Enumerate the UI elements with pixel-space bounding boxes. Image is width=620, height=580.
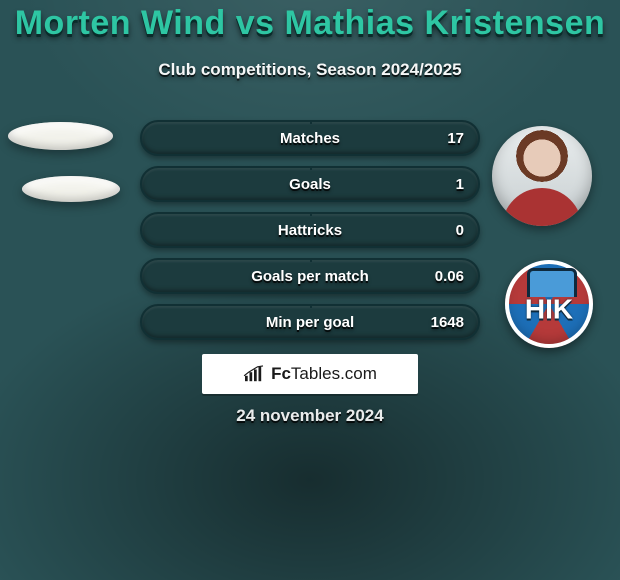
club-crest-letters: HIK	[527, 287, 571, 331]
stat-value-right: 1	[456, 168, 464, 200]
stat-label: Hattricks	[142, 214, 478, 246]
stat-value-right: 1648	[431, 306, 464, 338]
stat-row-matches: Matches 17	[140, 120, 480, 156]
page-title: Morten Wind vs Mathias Kristensen	[0, 4, 620, 43]
site-badge-text: FcTables.com	[271, 364, 377, 384]
stat-label: Min per goal	[142, 306, 478, 338]
bar-chart-icon	[243, 365, 265, 383]
stat-value-right: 0.06	[435, 260, 464, 292]
player-left-placeholder-1	[8, 122, 113, 150]
stat-row-min-per-goal: Min per goal 1648	[140, 304, 480, 340]
site-badge-suffix: Tables.com	[291, 364, 377, 383]
site-badge-prefix: Fc	[271, 364, 291, 383]
site-badge: FcTables.com	[202, 354, 418, 394]
stat-value-right: 0	[456, 214, 464, 246]
stats-panel: Matches 17 Goals 1 Hattricks 0 Goals per…	[140, 120, 480, 350]
player-left-placeholder-2	[22, 176, 120, 202]
stat-value-right: 17	[447, 122, 464, 154]
stat-label: Goals per match	[142, 260, 478, 292]
club-crest: HIK	[505, 260, 593, 348]
stat-label: Goals	[142, 168, 478, 200]
stat-row-goals-per-match: Goals per match 0.06	[140, 258, 480, 294]
stat-row-goals: Goals 1	[140, 166, 480, 202]
date-label: 24 november 2024	[0, 406, 620, 426]
player-right-portrait	[492, 126, 592, 226]
subtitle: Club competitions, Season 2024/2025	[0, 60, 620, 80]
stat-label: Matches	[142, 122, 478, 154]
stat-row-hattricks: Hattricks 0	[140, 212, 480, 248]
